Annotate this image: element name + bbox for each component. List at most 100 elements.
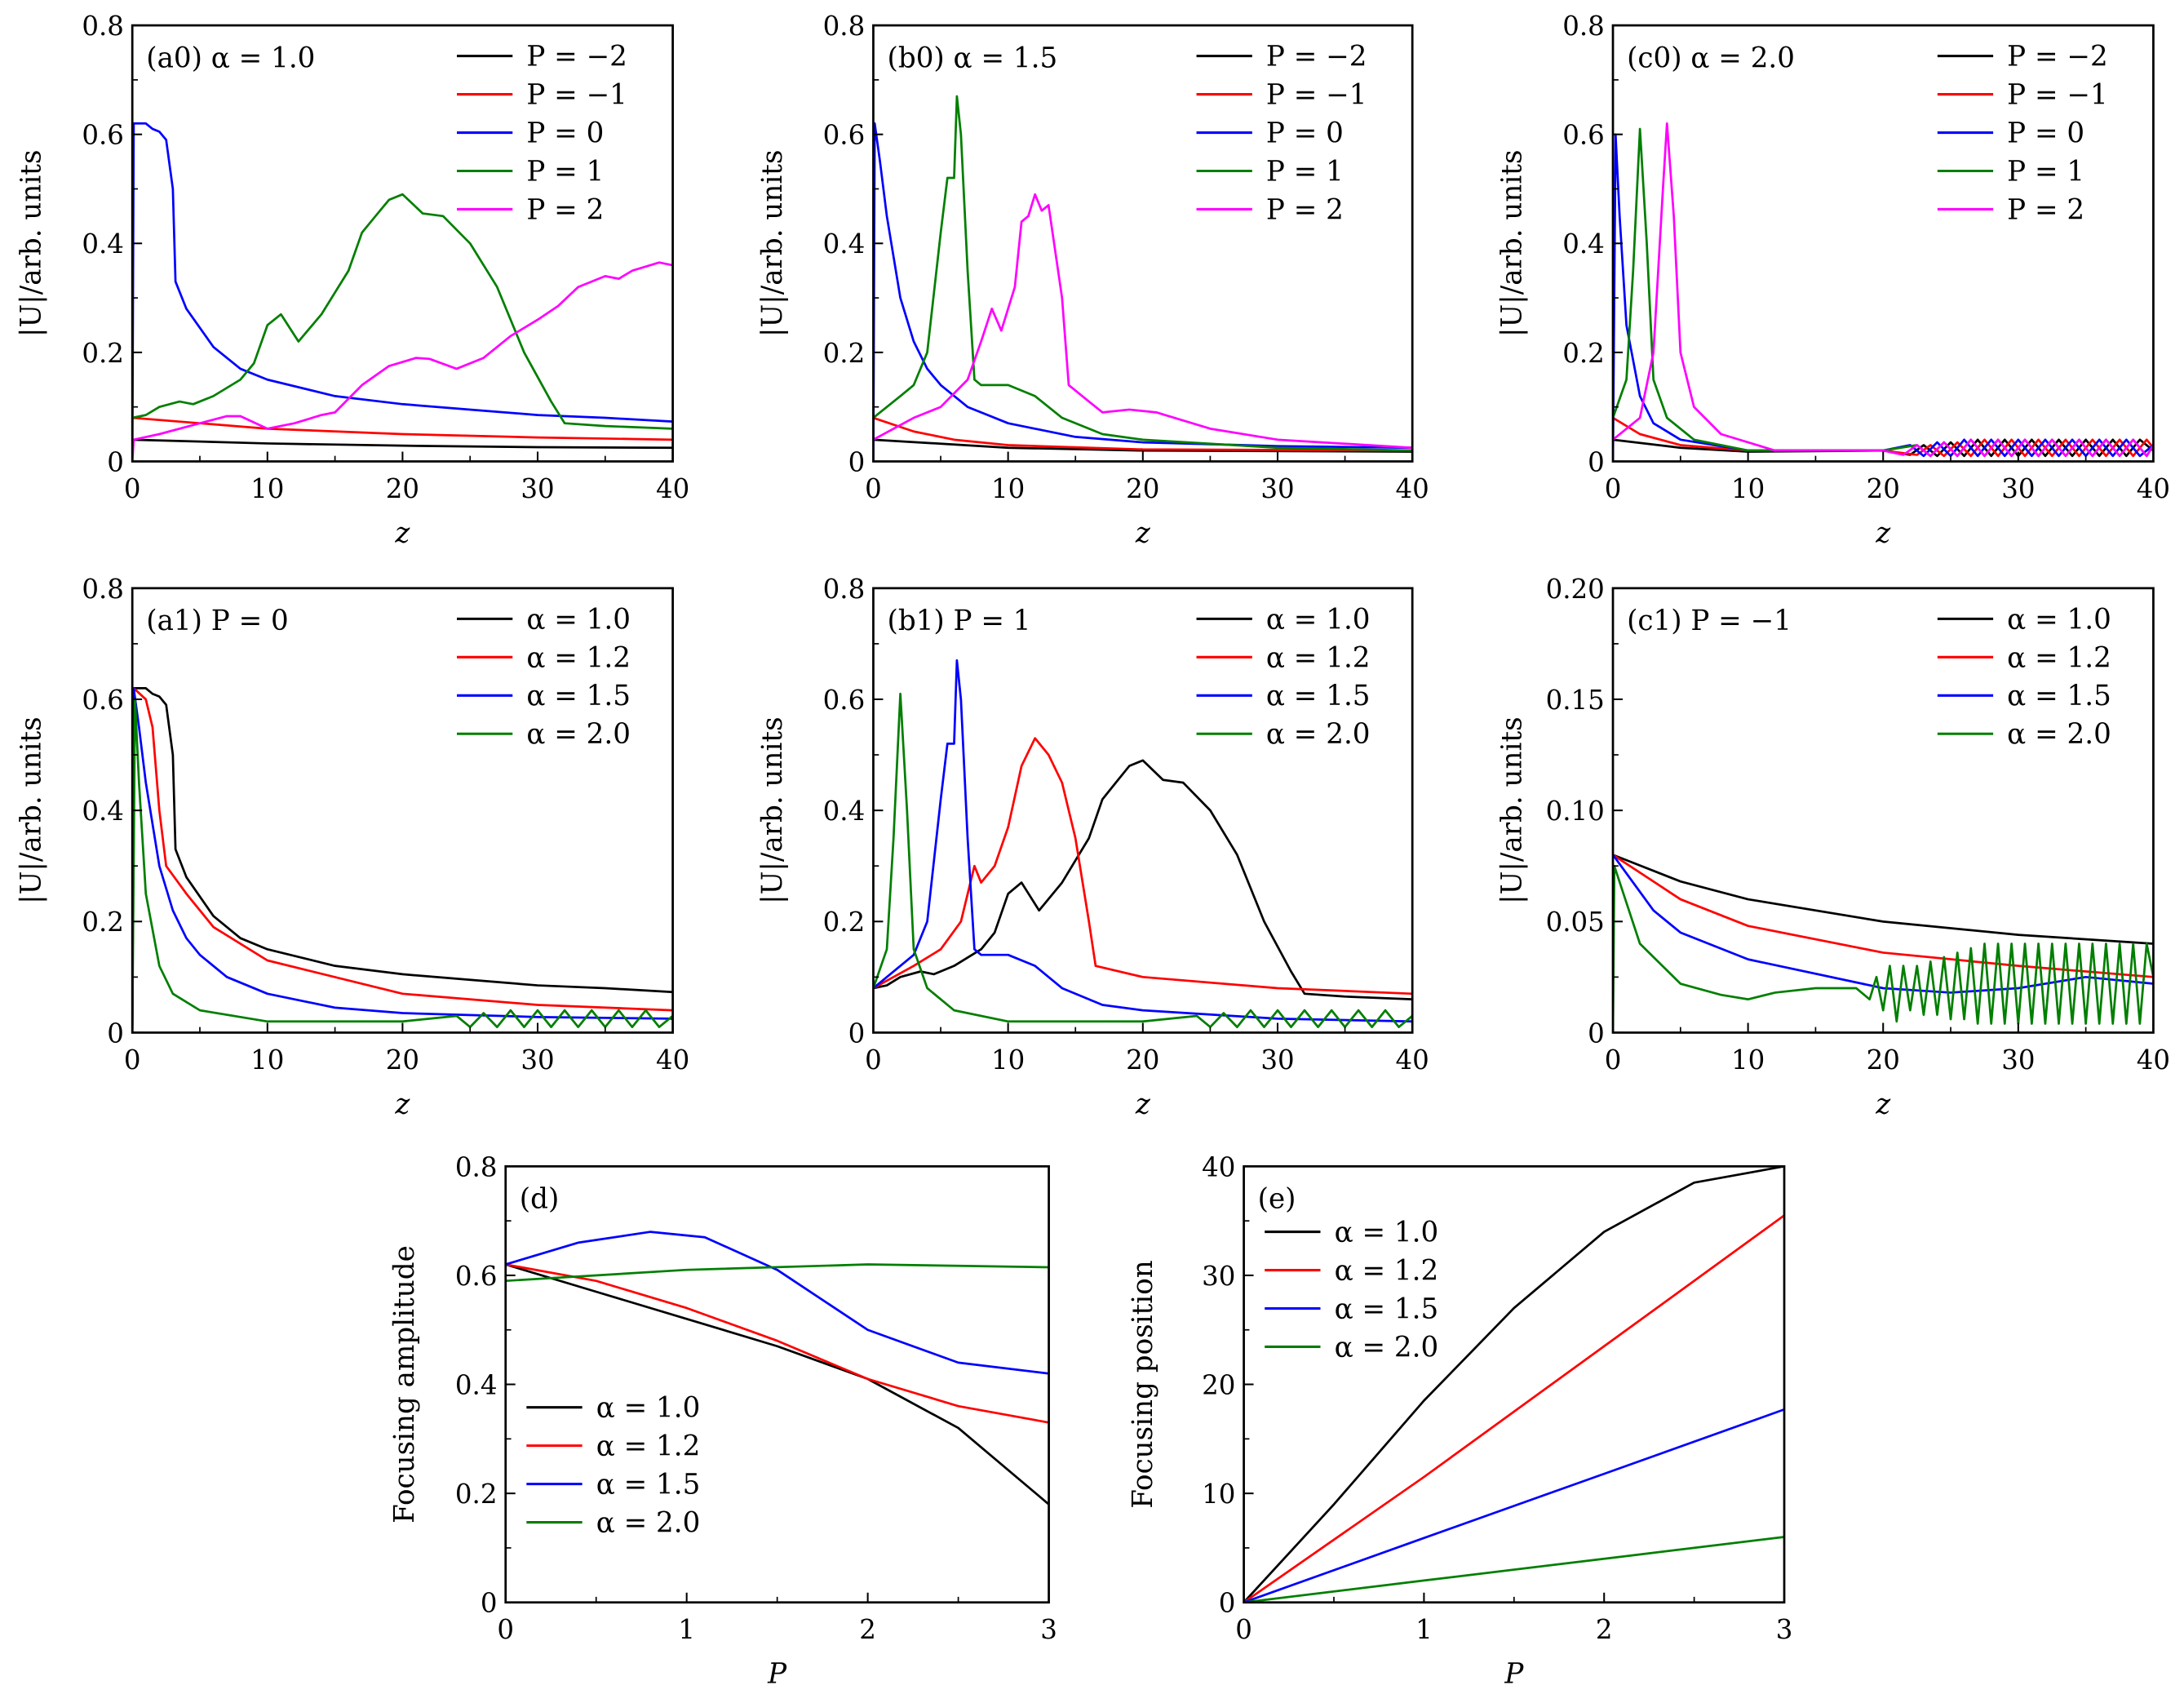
y-axis-label: |U|/arb. units [756,716,789,904]
y-tick-label: 0.6 [82,120,124,151]
y-tick-label: 0.4 [455,1369,498,1400]
series-line-b0-0 [873,438,1413,453]
series-line-c0-2 [1613,133,2154,462]
y-tick-label: 0.15 [1546,685,1605,716]
y-tick-label: 0.2 [823,907,866,938]
y-tick-label: 0.8 [455,1151,498,1182]
x-tick-label: 0 [497,1614,514,1645]
x-tick-label: 40 [656,1044,689,1075]
y-tick-label: 0.4 [82,228,124,259]
legend-label: P = −2 [1266,41,1367,73]
x-tick-label: 3 [1776,1614,1793,1645]
panel-label: (b0) α = 1.5 [888,42,1058,74]
y-tick-label: 0.2 [82,338,124,369]
series-line-b0-2 [873,122,1413,462]
axes-frame [504,1164,1050,1604]
x-tick-label: 1 [678,1614,695,1645]
x-tick-label: 20 [1126,473,1159,504]
x-tick-label: 20 [1126,1044,1159,1075]
series-line-a1-3 [132,698,673,1033]
x-axis-label: z [1135,1088,1151,1120]
x-tick-label: 20 [1867,1044,1900,1075]
x-tick-label: 30 [521,1044,554,1075]
y-tick-label: 0 [1219,1588,1236,1619]
legend: α = 1.0 α = 1.2 α = 1.5 α = 2.0 [1937,603,2111,751]
x-tick-label: 10 [991,1044,1025,1075]
x-tick-label: 10 [991,473,1025,504]
legend-label: α = 1.0 [526,603,631,636]
legend: α = 1.0 α = 1.2 α = 1.5 α = 2.0 [1265,1217,1438,1364]
y-tick-label: 0.6 [823,120,866,151]
legend: α = 1.0 α = 1.2 α = 1.5 α = 2.0 [456,603,631,751]
legend-label: α = 1.2 [596,1430,701,1463]
y-tick-label: 10 [1202,1479,1235,1510]
y-axis-label: Focusing amplitude [388,1245,421,1523]
legend-label: P = −1 [2007,79,2108,112]
y-tick-label: 0 [1588,1018,1605,1049]
x-axis-label: z [1875,517,1891,549]
x-tick-label: 0 [865,473,882,504]
legend-label: α = 2.0 [2007,718,2111,751]
series-line-a1-2 [132,687,673,1033]
legend-label: α = 1.5 [2007,680,2111,712]
y-tick-label: 0.6 [1562,120,1605,151]
legend-label: α = 1.5 [526,680,631,712]
series-line-e-0 [1243,1166,1785,1603]
y-tick-label: 0.2 [455,1479,498,1510]
legend-label: P = 1 [526,155,604,188]
panel-label: (e) [1258,1183,1296,1216]
series-line-c0-4 [1613,122,2154,458]
x-tick-label: 30 [2001,1044,2035,1075]
series-line-b1-0 [873,759,1413,1001]
panel-d: 0 1 2 3 0 0.2 0.4 0.6 0.8 P Focusing amplitude (d) α… [388,1151,1057,1690]
x-tick-label: 20 [1867,473,1900,504]
legend-label: α = 1.5 [1266,680,1371,712]
x-tick-label: 20 [386,473,419,504]
legend-label: P = −2 [526,41,627,73]
y-tick-label: 0 [107,446,124,477]
x-tick-label: 0 [1605,1044,1622,1075]
x-axis-label: P [767,1658,787,1691]
x-tick-label: 30 [1260,473,1294,504]
legend-label: α = 1.0 [1266,603,1371,636]
series-line-b1-1 [873,737,1413,996]
x-axis-label: z [394,517,410,549]
series-line-a1-0 [132,687,673,1033]
y-tick-label: 0.20 [1546,574,1605,605]
panel-label: (d) [520,1183,559,1216]
series-line-c1-0 [1613,854,2154,945]
legend-label: α = 1.2 [526,641,631,674]
y-tick-label: 0.4 [823,796,866,827]
y-axis-label: Focusing position [1127,1260,1159,1509]
series-line-d-2 [505,1231,1049,1375]
legend-label: α = 1.5 [596,1469,701,1501]
y-axis-label: |U|/arb. units [16,150,48,338]
y-tick-label: 0.8 [823,574,866,605]
panel-c1: 0 10 20 30 40 0 0.05 0.10 0.15 0.20 z |U|/arb. unit… [1495,574,2170,1121]
x-tick-label: 40 [1396,473,1429,504]
y-tick-label: 40 [1202,1151,1235,1182]
y-tick-label: 0 [848,1018,866,1049]
y-tick-label: 0.4 [82,796,124,827]
x-tick-label: 10 [1731,1044,1765,1075]
legend-label: α = 1.2 [1266,641,1371,674]
y-tick-label: 0.8 [1562,11,1605,42]
y-tick-label: 0.6 [823,685,866,716]
series-line-e-1 [1243,1214,1785,1603]
legend-label: α = 1.0 [596,1392,701,1425]
x-tick-label: 10 [250,473,284,504]
series-line-b0-1 [873,416,1413,452]
legend-label: P = 0 [526,117,604,149]
y-tick-label: 30 [1202,1261,1235,1292]
y-tick-label: 0.2 [823,338,866,369]
series-line-b0-3 [873,95,1413,452]
panel-a1: 0 10 20 30 40 0 0.2 0.4 0.6 0.8 z |U|/arb. units (a1… [16,574,690,1121]
y-tick-label: 0.8 [82,11,124,42]
x-tick-label: 40 [2137,1044,2170,1075]
series-line-a0-4 [132,261,673,462]
legend-label: P = 0 [1266,117,1344,149]
series-line-b0-4 [873,193,1413,450]
panel-label: (a1) P = 0 [146,605,288,637]
